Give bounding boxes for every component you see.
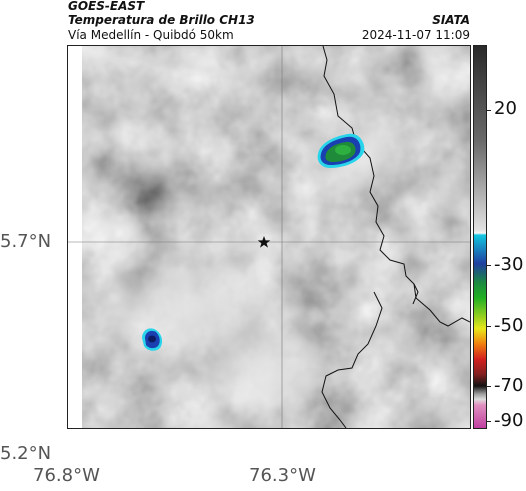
colorbar-tick — [486, 386, 491, 387]
boundary-line — [412, 283, 419, 305]
datetime-label: 2024-11-07 11:09 — [361, 28, 470, 42]
title-sub: Temperatura de Brillo CH13 — [68, 13, 255, 27]
star-icon — [257, 236, 271, 248]
cold-cloud-top — [317, 133, 365, 168]
x-tick-label: 76.8°W — [33, 465, 100, 486]
colorbar-tick — [486, 265, 491, 266]
location-label: Vía Medellín - Quibdó 50km — [68, 28, 234, 42]
colorbar-label: -30 — [494, 254, 524, 275]
colorbar — [473, 45, 487, 429]
colorbar-label: 20 — [494, 98, 517, 119]
boundary-line — [321, 291, 383, 428]
map-canvas — [68, 46, 470, 428]
colorbar-tick — [486, 110, 491, 111]
y-tick-label: 5.2°N — [0, 443, 52, 464]
colorbar-tick — [486, 326, 491, 327]
colorbar-label: -70 — [494, 375, 524, 396]
boundary-line — [322, 46, 470, 327]
colorbar-label: -90 — [494, 410, 524, 431]
satellite-map[interactable] — [67, 45, 471, 429]
title-main: GOES-EAST — [68, 0, 145, 13]
colorbar-label: -50 — [494, 315, 524, 336]
colorbar-tick — [486, 421, 491, 422]
organization-label: SIATA — [432, 13, 470, 27]
no-data-strip — [68, 46, 82, 428]
cold-cloud-bottom — [142, 328, 163, 351]
bright-region — [178, 326, 358, 426]
y-tick-label: 5.7°N — [0, 231, 52, 252]
x-tick-label: 76.3°W — [249, 465, 316, 486]
